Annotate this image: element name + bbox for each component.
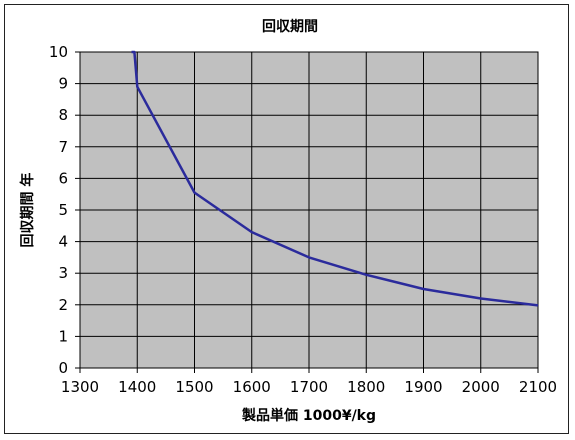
series-layer: [131, 50, 539, 307]
x-tick-label: 2000: [462, 378, 500, 396]
x-tick-label: 1300: [61, 378, 99, 396]
grid-lines: [80, 52, 538, 368]
y-tick-label: 6: [58, 169, 68, 187]
y-tick-label: 1: [58, 327, 68, 345]
x-tick-label: 2100: [519, 378, 557, 396]
y-tick-label: 2: [58, 296, 68, 314]
series-line: [131, 50, 539, 307]
y-axis-label: 回収期間 年: [19, 173, 36, 248]
y-tick-label: 3: [58, 264, 68, 282]
y-axis-ticks: 0 1 2 3 4 5 6 7 8 9 10: [49, 43, 80, 377]
y-tick-label: 0: [58, 359, 68, 377]
y-tick-label: 7: [58, 138, 68, 156]
chart-title: 回収期間: [262, 18, 318, 35]
x-tick-label: 1900: [404, 378, 442, 396]
y-tick-label: 9: [58, 75, 68, 93]
x-tick-label: 1400: [118, 378, 156, 396]
x-axis-ticks: 1300 1400 1500 1600 1700 1800 1900 2000 2100: [61, 368, 557, 396]
y-tick-label: 4: [58, 233, 68, 251]
x-tick-label: 1800: [347, 378, 385, 396]
x-tick-label: 1700: [290, 378, 328, 396]
x-axis-label: 製品単価 1000¥/kg: [241, 407, 376, 424]
y-tick-label: 8: [58, 106, 68, 124]
x-tick-label: 1600: [233, 378, 271, 396]
y-tick-label: 5: [58, 201, 68, 219]
x-tick-label: 1500: [175, 378, 213, 396]
y-tick-label: 10: [49, 43, 68, 61]
